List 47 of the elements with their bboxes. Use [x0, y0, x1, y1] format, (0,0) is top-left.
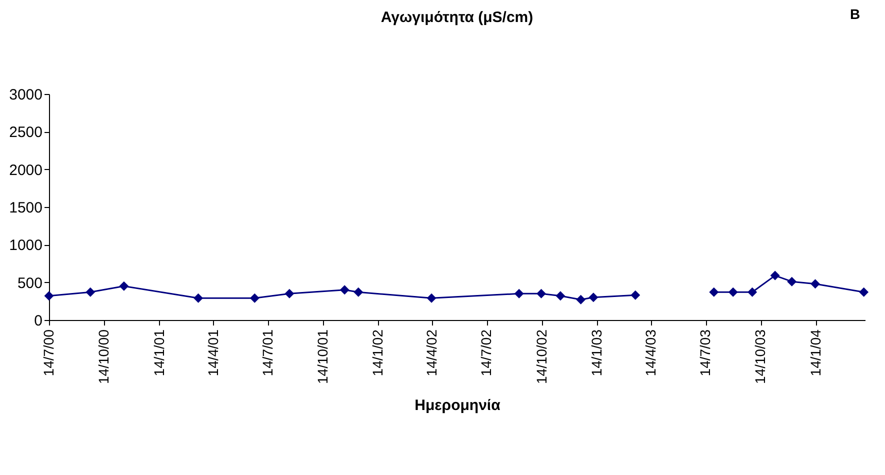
y-tick-label: 1500 [9, 200, 42, 216]
point [576, 294, 586, 304]
x-tick-label: 14/7/00 [40, 329, 56, 376]
point [728, 287, 738, 297]
point [709, 287, 719, 297]
point [426, 293, 436, 303]
point [770, 270, 780, 280]
point [250, 293, 260, 303]
x-tick-label: 14/4/01 [204, 329, 221, 376]
x-tick-label: 14/1/03 [588, 329, 604, 376]
x-tick-label: 14/10/02 [533, 329, 550, 384]
y-tick-label: 500 [17, 274, 42, 292]
point [514, 288, 524, 298]
x-tick-label: 14/10/00 [96, 329, 112, 384]
x-tick-label: 14/10/03 [752, 329, 768, 384]
point [284, 288, 294, 298]
x-tick-label: 14/7/01 [259, 329, 276, 376]
x-tick-label: 14/1/04 [807, 329, 824, 376]
point [810, 279, 820, 289]
point [859, 287, 869, 297]
point [44, 291, 54, 301]
x-tick-label: 14/4/02 [424, 329, 440, 376]
point [354, 287, 364, 297]
point [748, 287, 758, 297]
x-tick-label: 14/4/03 [642, 329, 658, 376]
point [536, 288, 546, 298]
x-tick-label: 14/7/02 [478, 329, 494, 376]
x-tick-label: 14/1/01 [150, 329, 167, 376]
x-tick-label: 14/7/03 [697, 329, 714, 376]
y-tick-label: 2000 [9, 162, 42, 179]
chart-title: Αγωγιμότητα (μS/cm) [380, 9, 534, 26]
point [119, 281, 129, 291]
x-tick-label: 14/1/02 [370, 329, 386, 376]
x-axis-title: Ημερομηνία [414, 396, 502, 414]
y-tick-label: 1000 [9, 237, 42, 254]
y-tick-label: 2500 [9, 124, 42, 142]
point [340, 285, 350, 295]
point [556, 291, 566, 301]
y-tick-label: 3000 [9, 86, 42, 104]
point [630, 290, 640, 300]
y-tick-label: 0 [34, 312, 42, 330]
point [588, 292, 598, 302]
text: B [850, 6, 860, 22]
point [194, 293, 204, 303]
x-tick-label: 14/10/01 [314, 329, 330, 384]
point [86, 287, 96, 297]
point [787, 276, 797, 286]
